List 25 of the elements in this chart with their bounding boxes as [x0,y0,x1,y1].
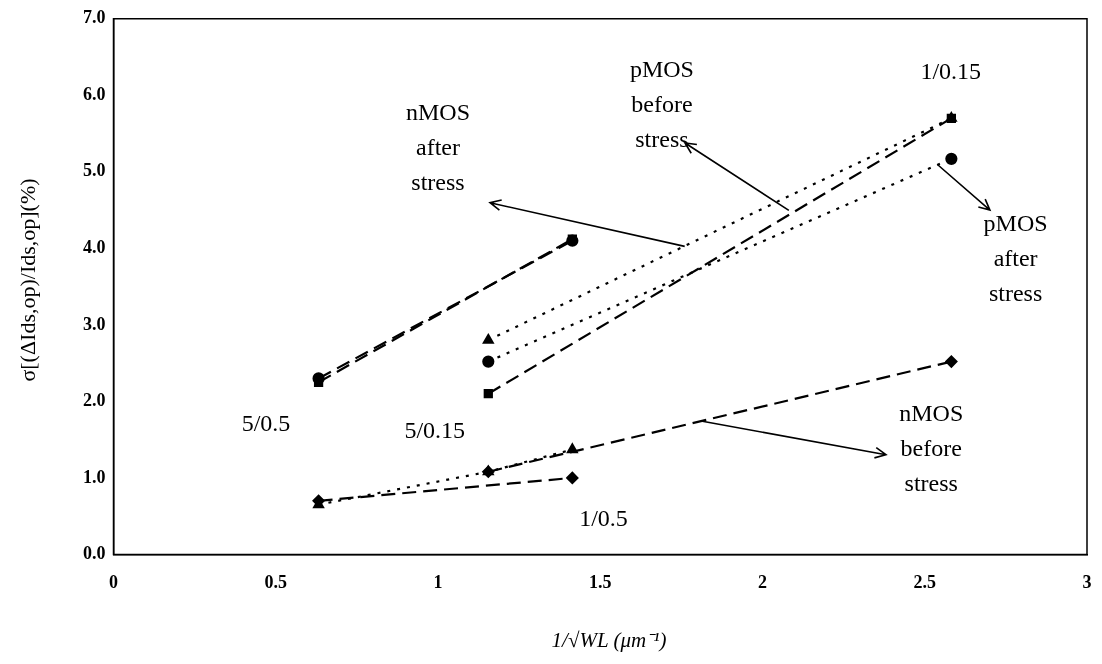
x-tick-label: 3 [1082,571,1092,592]
x-tick-label: 0.5 [264,571,287,592]
annotation: nMOS before stress [899,399,964,496]
x-tick-label: 2 [758,571,767,592]
y-axis-title: σ[(ΔIds,op)/Ids,op](%) [15,178,41,382]
y-tick-label: 0.0 [83,543,106,564]
annotation: 1/0.15 [920,57,982,84]
y-tick-label: 3.0 [83,313,106,334]
annotation: 5/0.15 [404,417,466,444]
y-tick-label: 2.0 [83,390,106,411]
y-tick-label: 1.0 [83,466,106,487]
annotation: pMOS after stress [983,210,1048,307]
annotation: 5/0.5 [241,409,291,436]
annotation: nMOS after stress [405,99,471,196]
y-tick-label: 6.0 [83,83,106,104]
y-tick-label: 5.0 [83,160,106,181]
x-tick-label: 1.5 [589,571,612,592]
annotation: pMOS before stress [629,55,694,152]
annotation: 1/0.5 [579,505,628,532]
y-tick-label: 4.0 [83,237,106,257]
x-axis-title: 1/√WL (μm⁻¹) [551,627,667,653]
x-tick-label: 0 [109,571,118,592]
x-tick-label: 2.5 [913,571,936,592]
x-tick-label: 1 [433,571,443,592]
y-tick-label: 7.0 [83,7,106,28]
